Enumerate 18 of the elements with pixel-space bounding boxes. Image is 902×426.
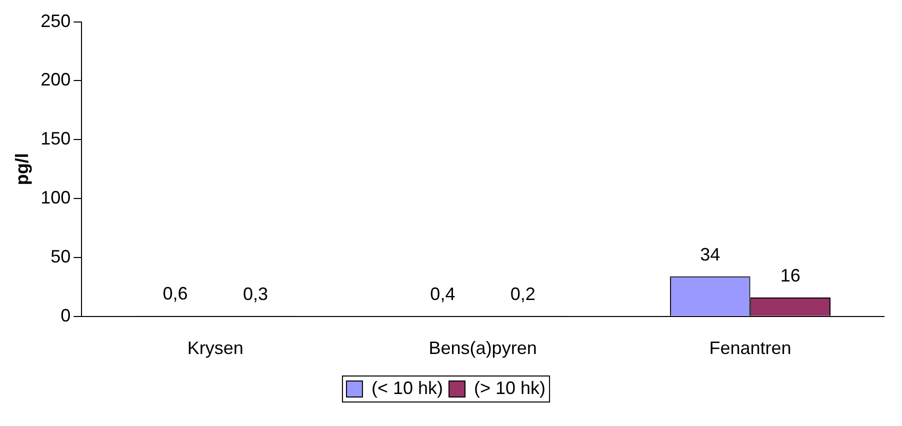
data-label: 0,6 [162,284,188,304]
y-axis-title: pg/l [12,153,32,186]
data-label: 0,2 [510,284,536,304]
data-label: 0,4 [430,284,456,304]
y-tick-label: 200 [40,70,71,90]
data-label: 16 [780,266,800,286]
x-tick-label: Fenantren [709,338,792,358]
y-tick-label: 50 [50,246,71,266]
y-tick-label: 150 [40,128,71,149]
y-tick-label: 100 [40,188,71,208]
data-label: 34 [700,244,720,264]
y-tick-label: 0 [60,305,71,326]
y-tick-label: 250 [40,10,71,31]
x-tick-label: Bens(a)pyren [428,338,537,358]
legend-label: (> 10 hk) [474,378,546,398]
data-label: 0,3 [242,284,268,304]
x-tick-label: Krysen [187,338,244,358]
legend-label: (< 10 hk) [371,378,444,398]
